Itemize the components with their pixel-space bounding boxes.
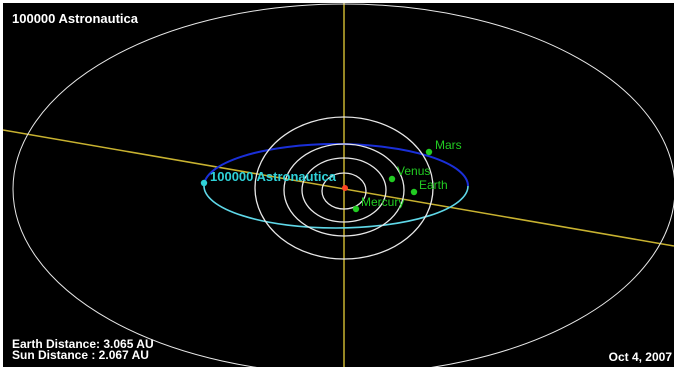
orbit-viewer: 100000 Astronautica Mars Venus Earth Mer… [3,3,674,367]
asteroid-label: 100000 Astronautica [210,169,337,184]
mercury-orbit [321,172,367,210]
mercury-marker [352,205,360,213]
mars-orbit [254,116,434,260]
orbit-diagram: 100000 Astronautica Mars Venus Earth Mer… [3,3,674,367]
earth-distance-text: Earth Distance: 3.065 AU [12,337,154,351]
date-text: Oct 4, 2007 [608,350,672,364]
sun-distance-text: Sun Distance : 2.067 AU [12,348,149,362]
object-title: 100000 Astronautica [12,11,138,26]
earth-marker [410,188,418,196]
distance-readout: Earth Distance: 3.065 AU Sun Distance : … [12,337,154,362]
venus-label: Venus [397,164,430,178]
mars-label: Mars [435,138,462,152]
asteroid-marker [200,179,208,187]
sun-marker [342,185,348,191]
node-line [3,129,674,247]
mars-marker [425,148,433,156]
asteroid-orbit-near [203,185,469,229]
venus-marker [388,175,396,183]
earth-label: Earth [419,178,448,192]
earth-orbit [283,143,405,237]
outer-orbit [12,3,674,367]
mercury-label: Mercury [361,195,404,209]
venus-orbit [301,157,387,223]
